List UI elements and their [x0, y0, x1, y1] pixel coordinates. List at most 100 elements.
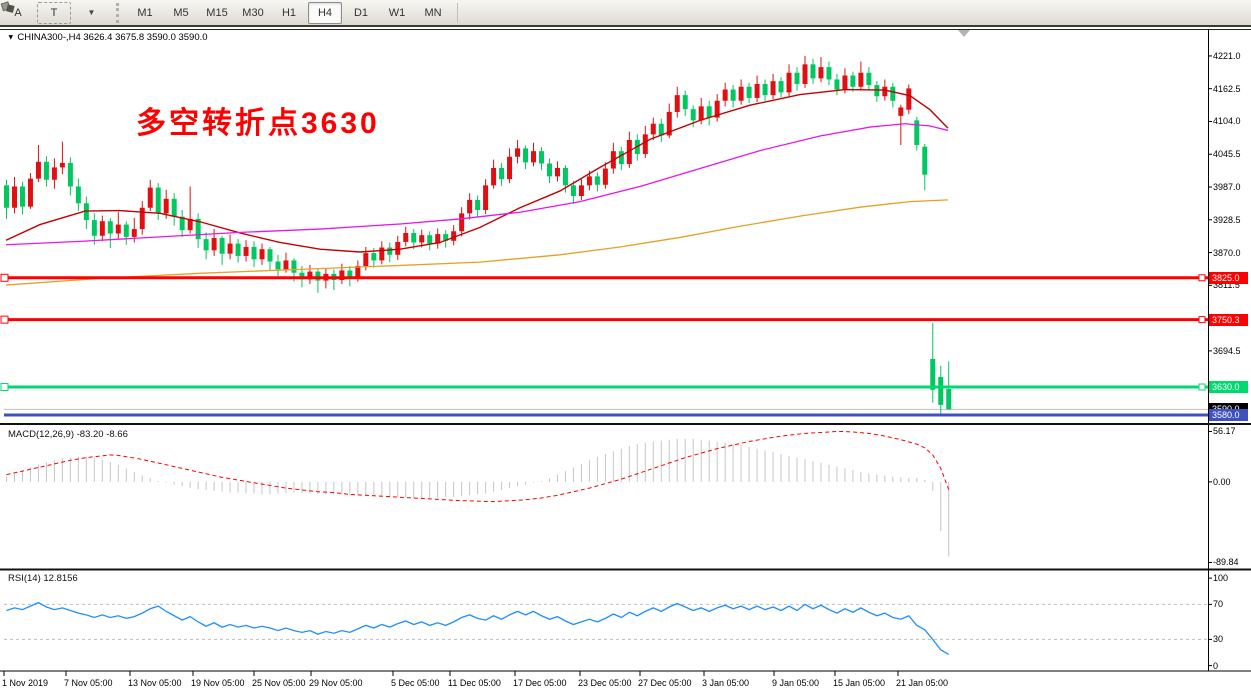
candle-body [578, 185, 584, 196]
timeframe-w1-button[interactable]: W1 [388, 6, 406, 19]
candle-body [451, 231, 457, 241]
candle-body [123, 224, 129, 237]
text-t-button[interactable]: T [37, 1, 71, 24]
candle-body [818, 67, 824, 79]
candle-body [794, 72, 800, 84]
candle-body [546, 163, 552, 177]
cursor-a-button[interactable]: A [14, 6, 22, 19]
candle-body [403, 232, 409, 242]
price-axis-label: 4045.5 [1213, 149, 1241, 160]
rsi-indicator-label: RSI(14) 12.8156 [8, 573, 78, 584]
price-axis-label: 4162.5 [1213, 83, 1241, 94]
candle-body [155, 187, 161, 214]
candle-body [235, 243, 241, 256]
scroll-to-end-marker-icon[interactable] [958, 30, 970, 37]
candle-body [491, 167, 497, 186]
candle-body [443, 234, 449, 241]
time-axis-label: 15 Jan 05:00 [833, 678, 886, 688]
price-axis-label: 4104.0 [1213, 116, 1241, 127]
quick-trade-toggle-icon[interactable]: ▼ [6, 33, 15, 42]
timeframe-mn-button[interactable]: MN [424, 6, 442, 19]
candle-body [938, 376, 944, 405]
candle-body [930, 359, 936, 390]
rsi-axis-label: 0 [1213, 660, 1219, 671]
candle-body [291, 260, 297, 273]
candle-body [75, 186, 81, 204]
candle-body [11, 186, 17, 208]
candle-body [147, 187, 153, 208]
macd-signal-line [6, 430, 950, 503]
time-axis-label: 1 Nov 2019 [2, 678, 49, 688]
timeframe-m30-button[interactable]: M30 [242, 6, 264, 19]
timeframe-h1-button[interactable]: H1 [281, 6, 297, 19]
hline-handle[interactable] [1198, 383, 1206, 391]
candle-body [690, 109, 696, 121]
hline-handle[interactable] [1198, 274, 1206, 282]
candle-body [538, 151, 544, 164]
macd-axis-label: 56.17 [1213, 426, 1236, 437]
price-badge-3630.0: 3630.0 [1209, 381, 1248, 394]
candle-body [251, 246, 257, 260]
candle-body [730, 89, 736, 101]
candle-body [507, 156, 513, 180]
time-axis-label: 21 Jan 05:00 [896, 678, 949, 688]
symbol-info[interactable]: ▼ CHINA300-,H4 3626.4 3675.8 3590.0 3590.… [6, 32, 208, 43]
candle-body [778, 81, 784, 93]
candle-body [602, 168, 608, 185]
candle-body [195, 218, 201, 240]
time-axis-label: 19 Nov 05:00 [191, 678, 245, 688]
candle-body [658, 123, 664, 136]
candle-body [906, 88, 912, 110]
candle-body [554, 167, 560, 177]
candle-body [459, 213, 465, 232]
candle-body [698, 106, 704, 121]
candle-body [355, 266, 361, 279]
candle-body [395, 241, 401, 255]
candle-body [850, 75, 856, 87]
candle-body [179, 216, 185, 231]
timeframe-m1-button[interactable]: M1 [137, 6, 153, 19]
candle-body [51, 167, 57, 180]
candle-body [802, 64, 808, 84]
candle-body [19, 186, 25, 207]
candle-body [283, 260, 289, 270]
timeframe-m15-button[interactable]: M15 [206, 6, 228, 19]
candle-body [674, 95, 680, 112]
candle-body [666, 111, 672, 136]
candle-body [858, 72, 864, 87]
price-badge-3825.0: 3825.0 [1209, 271, 1248, 284]
candle-body [43, 161, 49, 180]
candle-body [363, 253, 369, 267]
macd-indicator-label: MACD(12,26,9) -83.20 -8.66 [8, 429, 128, 440]
candle-body [91, 220, 97, 236]
candle-body [531, 151, 537, 163]
hline-handle[interactable] [1198, 316, 1206, 324]
timeframe-h4-button[interactable]: H4 [308, 1, 342, 24]
candle-body [475, 199, 481, 210]
timeframe-d1-button[interactable]: D1 [353, 6, 369, 19]
candle-body [131, 229, 137, 237]
candle-body [866, 72, 872, 86]
toolbar-grip[interactable] [116, 2, 119, 23]
chart-annotation-text[interactable]: 多空转折点3630 [136, 107, 380, 140]
candle-body [890, 86, 896, 101]
candle-body [515, 148, 521, 157]
hline-handle[interactable] [0, 315, 9, 324]
candle-body [770, 81, 776, 96]
rsi-axis-label: 30 [1213, 634, 1224, 645]
candle-body [618, 151, 624, 165]
rsi-axis-label: 100 [1213, 573, 1229, 584]
shapes-dropdown-button[interactable]: ▼ [0, 1, 107, 24]
time-axis-label: 29 Nov 05:00 [309, 678, 363, 688]
hline-handle[interactable] [0, 273, 9, 282]
candle-body [594, 176, 600, 185]
time-axis-label: 7 Nov 05:00 [64, 678, 113, 688]
timeframe-m5-button[interactable]: M5 [173, 6, 189, 19]
time-axis-label: 13 Nov 05:00 [128, 678, 182, 688]
candle-body [243, 246, 249, 256]
candle-body [714, 100, 720, 118]
ma-magenta-line [5, 123, 949, 246]
hline-handle[interactable] [0, 383, 9, 392]
macd-axis-label: -89.84 [1213, 557, 1239, 568]
